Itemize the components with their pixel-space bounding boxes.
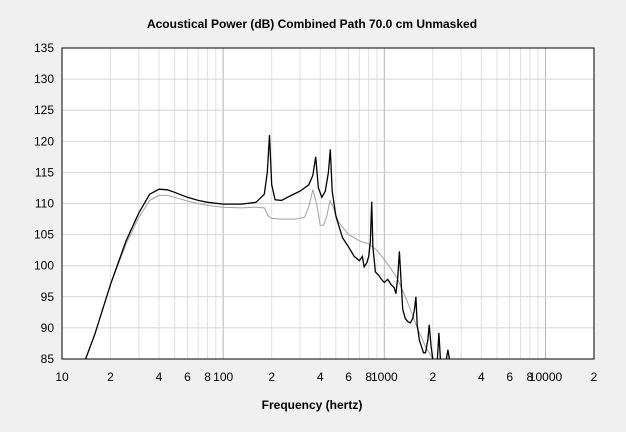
x-tick-label: 6	[184, 370, 191, 384]
x-axis-label: Frequency (hertz)	[262, 398, 363, 412]
y-tick-label: 125	[34, 103, 54, 117]
y-tick-label: 130	[34, 72, 54, 86]
y-tick-labels: 135 130 125 120 115 110 105 100 95 90 85	[34, 41, 54, 366]
y-tick-label: 95	[41, 290, 55, 304]
x-tick-label: 6	[345, 370, 352, 384]
series-spike	[436, 332, 442, 359]
x-tick-label: 2	[429, 370, 436, 384]
grid	[62, 48, 594, 359]
x-tick-label: 2	[591, 370, 598, 384]
x-tick-label: 4	[156, 370, 163, 384]
plot-frame	[61, 47, 595, 360]
x-tick-label: 8	[204, 370, 211, 384]
x-tick-label: 1000	[371, 370, 398, 384]
x-tick-label: 2	[268, 370, 275, 384]
x-tick-label: 4	[317, 370, 324, 384]
y-tick-label: 110	[35, 197, 54, 211]
y-tick-label: 90	[41, 321, 55, 335]
y-tick-label: 120	[34, 134, 54, 148]
series-line-black	[84, 135, 434, 359]
x-tick-label: 8	[527, 370, 534, 384]
x-tick-label: 100	[213, 370, 233, 384]
x-tick-label: 10000	[529, 370, 563, 384]
x-tick-label: 8	[365, 370, 372, 384]
series-spike	[445, 349, 451, 359]
x-tick-label: 10	[55, 370, 69, 384]
y-tick-label: 135	[34, 41, 54, 55]
x-tick-label: 6	[506, 370, 513, 384]
y-tick-label: 115	[35, 165, 54, 179]
y-tick-label: 100	[34, 259, 54, 273]
x-tick-label: 2	[107, 370, 114, 384]
y-tick-label: 105	[34, 228, 54, 242]
chart-title: Acoustical Power (dB) Combined Path 70.0…	[147, 17, 477, 31]
x-tick-label: 4	[478, 370, 485, 384]
y-tick-label: 85	[41, 352, 55, 366]
series-group	[84, 135, 451, 359]
